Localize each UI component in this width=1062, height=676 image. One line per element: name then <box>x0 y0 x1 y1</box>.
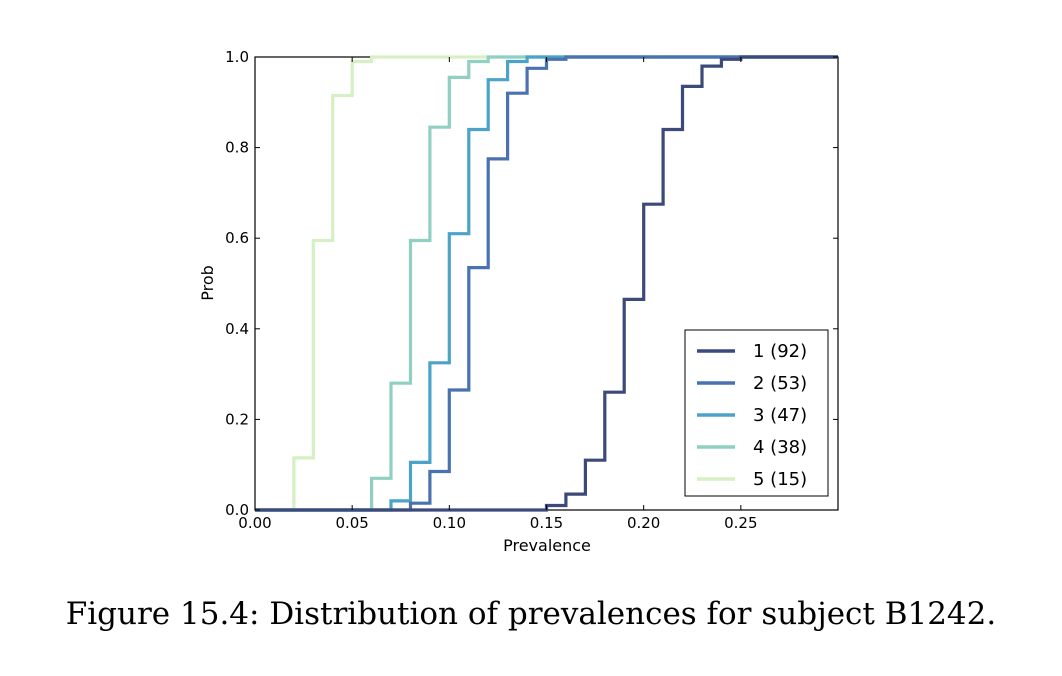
legend-label-2: 2 (53) <box>753 373 807 394</box>
legend-label-5: 5 (15) <box>753 469 807 490</box>
y-tick-label: 0.0 <box>225 501 249 519</box>
series-line-5 <box>255 55 838 512</box>
legend-label-3: 3 (47) <box>753 405 807 426</box>
y-tick-label: 0.4 <box>225 320 249 338</box>
y-tick-label: 0.2 <box>225 410 249 428</box>
x-tick-label: 0.00 <box>238 514 271 532</box>
x-tick-label: 0.25 <box>724 514 757 532</box>
x-tick-label: 0.20 <box>627 514 660 532</box>
x-tick-label: 0.15 <box>530 514 563 532</box>
y-axis-label: Prob <box>198 265 217 301</box>
y-tick-label: 0.8 <box>225 139 249 157</box>
y-tick-labels: 0.0 0.2 0.4 0.6 0.8 1.0 <box>225 48 249 519</box>
x-tick-label: 0.10 <box>433 514 466 532</box>
x-axis-label: Prevalence <box>503 536 591 555</box>
legend-box <box>684 329 829 497</box>
tick-layer <box>254 56 838 511</box>
series-line-1 <box>255 55 838 512</box>
series-line-4 <box>255 55 838 512</box>
x-tick-labels: 0.00 0.05 0.10 0.15 0.20 0.25 <box>238 514 757 532</box>
series-line-3 <box>255 55 838 512</box>
y-tick-label: 1.0 <box>225 48 249 66</box>
figure-caption: Figure 15.4: Distribution of prevalences… <box>65 596 997 632</box>
plot-area <box>254 55 839 512</box>
y-tick-label: 0.6 <box>225 229 249 247</box>
x-tick-label: 0.05 <box>335 514 368 532</box>
legend-label-1: 1 (92) <box>753 341 807 362</box>
figure: 0.00.20.40.60.81.0 0.00 0.05 0.10 0.15 0.20 0… <box>198 48 839 555</box>
legend-entries: 1 (92) 2 (53) 3 (47) 4 (38) 5 (15) <box>697 341 807 490</box>
legend: 1 (92) 2 (53) 3 (47) 4 (38) 5 (15) <box>684 329 829 497</box>
legend-label-4: 4 (38) <box>753 437 807 458</box>
